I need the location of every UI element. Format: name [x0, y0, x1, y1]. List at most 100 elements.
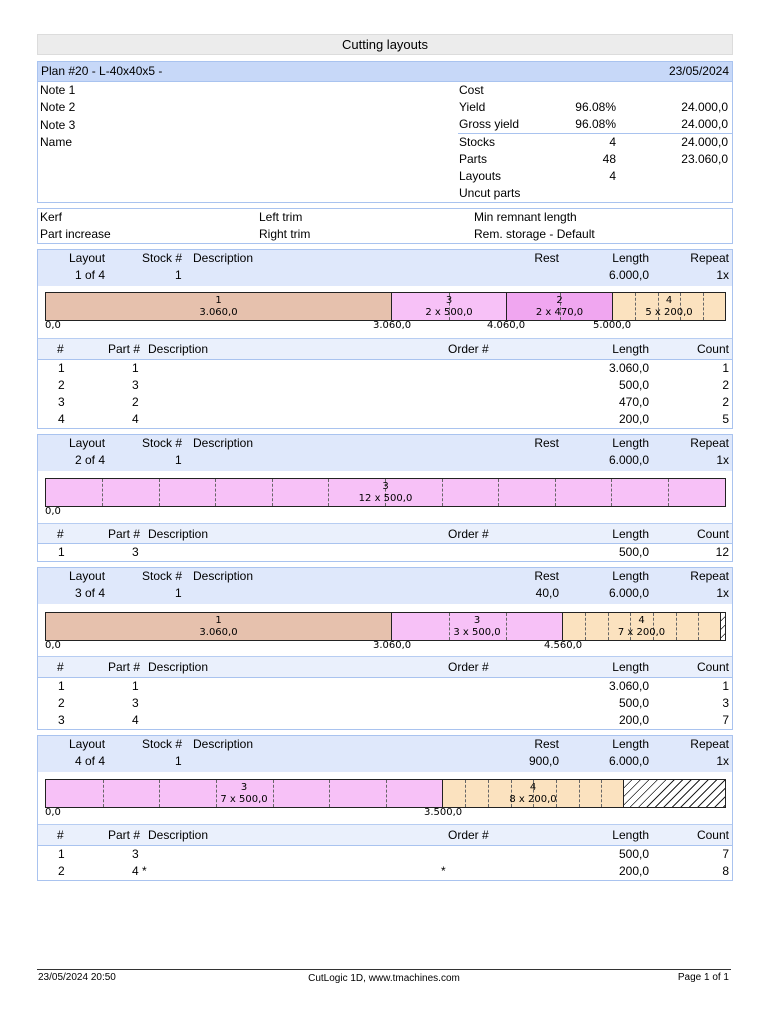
cut-tick: [385, 479, 386, 506]
description-col-header: Description: [148, 527, 209, 541]
report-title: Cutting layouts: [37, 34, 733, 55]
row-count: 3: [722, 696, 729, 710]
segment-part-number: 4: [529, 782, 537, 793]
layout-col-header: Layout: [69, 251, 106, 265]
cut-tick: [703, 293, 704, 320]
row-num: 4: [58, 412, 65, 426]
row-num: 1: [58, 679, 65, 693]
plan-date: 23/05/2024: [668, 64, 729, 78]
description-col-header: Description: [193, 737, 254, 751]
cut-tick: [511, 780, 512, 807]
count-col-header: Count: [696, 660, 729, 674]
table-row: 2 3 500,0 3: [38, 695, 732, 712]
row-count: 1: [722, 361, 729, 375]
row-num: 2: [58, 864, 65, 878]
right-trim-label: Right trim: [259, 227, 311, 241]
cut-tick: [386, 780, 387, 807]
description-col-header: Description: [148, 342, 209, 356]
length-col-header: Length: [612, 251, 649, 265]
length-col-header: Length: [612, 569, 649, 583]
table-row: 1 3 500,0 7: [38, 846, 732, 863]
row-part: 3: [132, 847, 139, 861]
table-divider: [38, 543, 732, 544]
segment-label: 8 x 200,0: [509, 794, 557, 805]
row-num: 2: [58, 378, 65, 392]
cut-tick: [635, 293, 636, 320]
num-col-header: #: [57, 342, 64, 356]
table-divider: [38, 359, 732, 360]
layout-stock: 1: [175, 754, 182, 768]
cut-tick: [159, 780, 160, 807]
table-row: 2 4 * * 200,0 8: [38, 863, 732, 880]
stock-col-header: Stock #: [142, 251, 183, 265]
kerf-label: Kerf: [40, 210, 63, 224]
cut-tick: [215, 479, 216, 506]
part-col-header: Part #: [108, 828, 141, 842]
segment-label: 3.060,0: [199, 307, 238, 318]
layout-length: 6.000,0: [608, 453, 649, 467]
segment-part-number: 3: [473, 615, 481, 626]
layout-section: Layout Stock # Description Rest Length R…: [37, 249, 733, 429]
cost-label: Cost: [459, 83, 484, 97]
layout-header: Layout Stock # Description Rest Length R…: [38, 435, 732, 471]
cut-tick: [680, 293, 681, 320]
num-col-header: #: [57, 828, 64, 842]
count-col-header: Count: [696, 342, 729, 356]
layouts-count: 4: [609, 169, 616, 183]
row-length: 200,0: [618, 713, 649, 727]
row-num: 1: [58, 361, 65, 375]
layout-section: Layout Stock # Description Rest Length R…: [37, 567, 733, 730]
cut-tick: [272, 479, 273, 506]
row-num: 2: [58, 696, 65, 710]
cut-tick: [159, 479, 160, 506]
row-count: 2: [722, 378, 729, 392]
layout-col-header: Layout: [69, 569, 106, 583]
segment-part-number: 4: [638, 615, 645, 626]
cut-tick: [611, 479, 612, 506]
row-count: 1: [722, 679, 729, 693]
layout-section: Layout Stock # Description Rest Length R…: [37, 735, 733, 881]
cut-tick: [658, 293, 659, 320]
description-col-header: Description: [193, 251, 254, 265]
yield-value: 24.000,0: [681, 100, 728, 114]
segment-part-number: 3: [445, 295, 453, 306]
stocks-label: Stocks: [459, 135, 496, 149]
segment-part: 1 3.060,0: [46, 293, 392, 320]
position-mark: 3.500,0: [424, 807, 463, 818]
order-col-header: Order #: [448, 342, 489, 356]
name-label: Name: [40, 135, 73, 149]
table-row: 2 3 500,0 2: [38, 377, 732, 394]
layout-stock: 1: [175, 453, 182, 467]
row-part: 1: [132, 679, 139, 693]
table-divider: [38, 677, 732, 678]
cut-tick: [102, 479, 103, 506]
segment-label: 2 x 470,0: [535, 307, 584, 318]
footer-page: Page 1 of 1: [677, 972, 729, 983]
cut-tick: [601, 780, 602, 807]
parts-table-header: # Part # Description Order # Length Coun…: [38, 824, 732, 845]
table-row: 1 1 3.060,0 1: [38, 360, 732, 377]
layout-rest: 900,0: [528, 754, 559, 768]
cut-tick: [449, 293, 450, 320]
parts-label: Parts: [459, 152, 488, 166]
num-col-header: #: [57, 527, 64, 541]
layout-repeat: 1x: [716, 754, 729, 768]
length-col-header: Length: [612, 342, 649, 356]
footer-divider: [37, 969, 731, 970]
position-mark: 0,0: [45, 320, 61, 331]
rest-col-header: Rest: [534, 251, 559, 265]
row-count: 5: [722, 412, 729, 426]
stock-col-header: Stock #: [142, 737, 183, 751]
segment-label: 3 x 500,0: [453, 627, 501, 638]
layout-id: 2 of 4: [75, 453, 106, 467]
row-length: 3.060,0: [608, 361, 649, 375]
repeat-col-header: Repeat: [690, 569, 729, 583]
cut-tick: [533, 780, 534, 807]
note-1: Note 1: [40, 83, 76, 97]
